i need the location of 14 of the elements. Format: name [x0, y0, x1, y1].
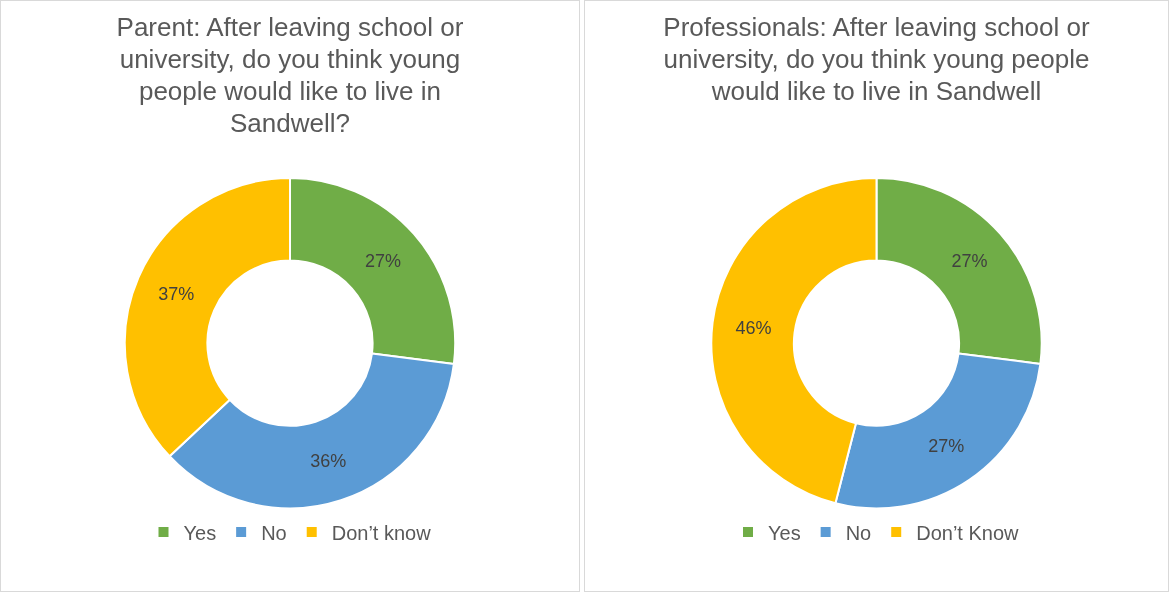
data-label: 27% — [364, 251, 401, 272]
data-label: 27% — [928, 435, 965, 456]
data-label: 46% — [735, 317, 772, 338]
legend-label: No — [261, 521, 287, 544]
legend-label: Yes — [183, 521, 217, 544]
chart-title: Parent: After leaving school or university, do you think young people would like to live in Sandwell? — [115, 11, 465, 139]
data-label: 27% — [951, 251, 988, 272]
legend-label: No — [845, 521, 872, 544]
legend-label: Don’t know — [331, 521, 432, 544]
legend-label: Yes — [768, 521, 801, 544]
data-label: 37% — [158, 283, 195, 304]
legend-label: Don’t Know — [916, 521, 1020, 544]
data-label: 36% — [310, 451, 347, 472]
chart-title: Professionals: After leaving school or university, do you think young people would like to live in Sandwell — [662, 11, 1091, 107]
